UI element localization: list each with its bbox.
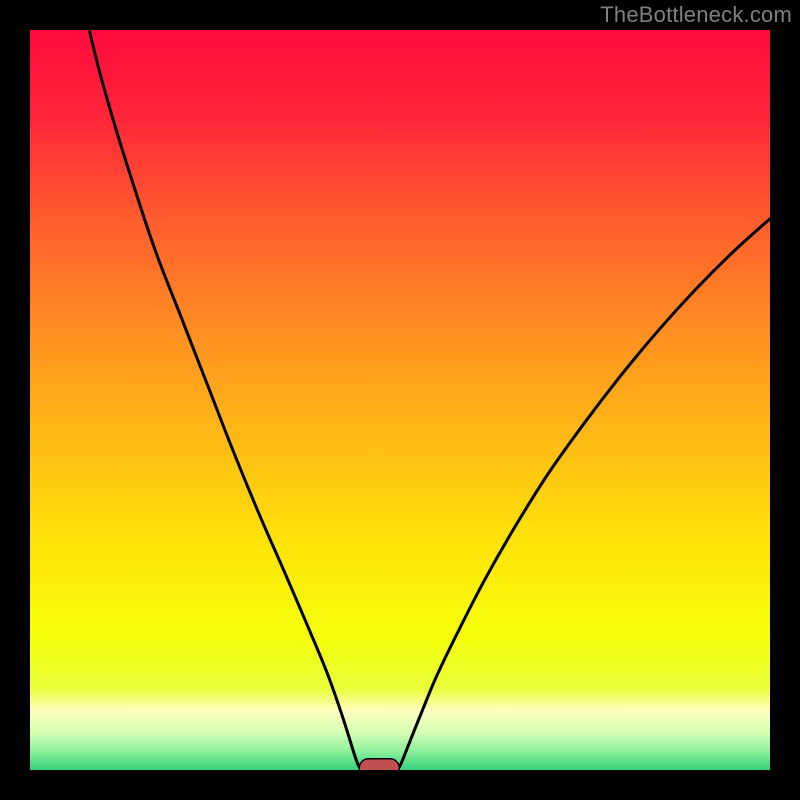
chart-container: TheBottleneck.com — [0, 0, 800, 800]
watermark-text: TheBottleneck.com — [600, 2, 792, 28]
gradient-background — [30, 30, 770, 770]
bottleneck-chart — [30, 30, 770, 770]
bottleneck-marker — [359, 759, 399, 770]
plot-area — [30, 30, 770, 770]
